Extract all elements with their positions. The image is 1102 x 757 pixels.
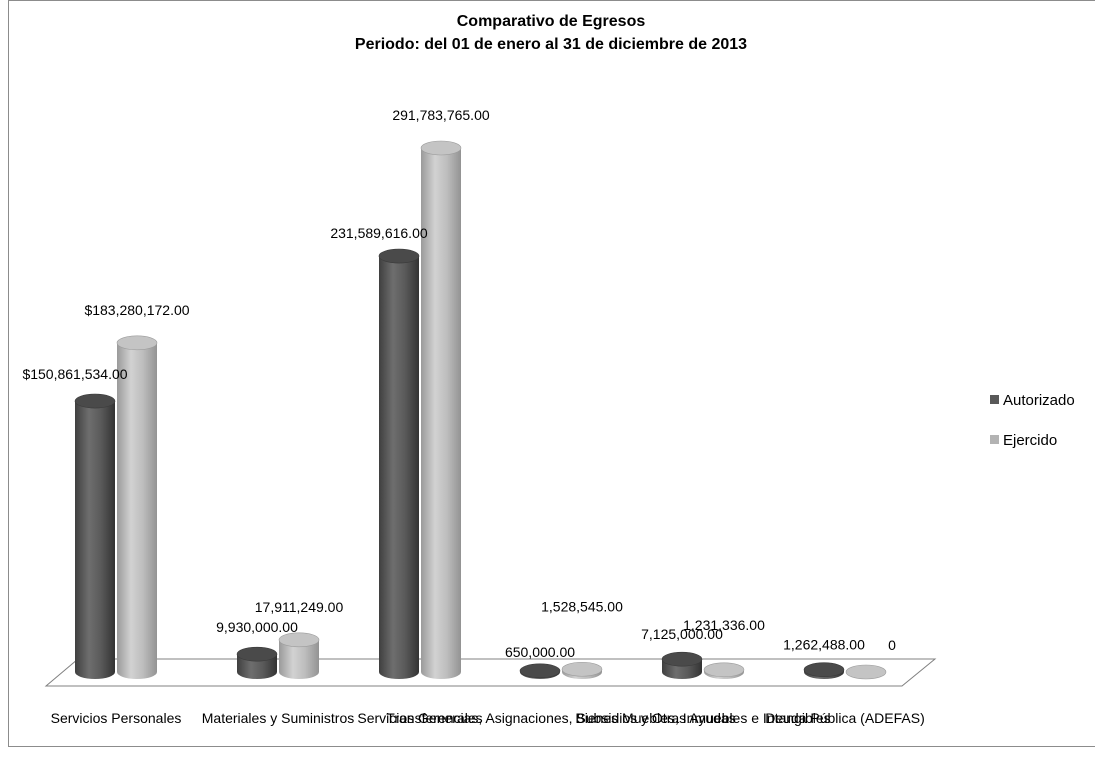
data-label: 17,911,249.00 [255, 599, 344, 615]
legend-label-ejercido: Ejercido [1003, 432, 1057, 449]
bar-top [803, 662, 845, 678]
bar-ejercido-4 [703, 662, 745, 679]
legend-swatch-autorizado [990, 395, 999, 404]
data-label: $150,861,534.00 [22, 366, 127, 382]
bars-group [74, 140, 887, 680]
bar-body [75, 401, 115, 679]
bar-body [279, 639, 319, 679]
bar-top [703, 662, 745, 678]
chart-frame [8, 0, 1095, 747]
chart-title: Comparativo de Egresos [457, 13, 646, 30]
legend-swatch-ejercido [990, 435, 999, 444]
bar-autorizado-5 [803, 662, 845, 679]
category-label: Servicios Personales [51, 710, 182, 726]
bar-body [421, 148, 461, 679]
bar-autorizado-4 [661, 651, 703, 679]
data-label: 650,000.00 [505, 644, 575, 660]
bar-top [278, 632, 320, 648]
bar-top [561, 661, 603, 677]
category-label: Servicios Generales [357, 710, 482, 726]
bar-top [661, 651, 703, 667]
bar-top [116, 335, 158, 351]
chart-floor [44, 658, 937, 687]
bar-top [519, 663, 561, 679]
bar-ejercido-1 [278, 632, 320, 679]
data-label: $183,280,172.00 [84, 302, 189, 318]
chart-subtitle: Periodo: del 01 de enero al 31 de diciem… [355, 36, 747, 53]
bar-autorizado-3 [519, 663, 561, 679]
category-label: Transferencias, Asignaciones, Subsidios … [386, 710, 735, 726]
bar-top [845, 664, 887, 680]
data-label: 1,528,545.00 [541, 598, 623, 614]
category-labels-group: Servicios Personales Materiales y Suminis… [51, 710, 925, 726]
bar-autorizado-0 [74, 393, 116, 679]
data-labels-group: $150,861,534.00 $183,280,172.00 9,930,000.… [22, 107, 896, 660]
bar-top [420, 140, 462, 156]
data-label: 0 [888, 637, 896, 653]
data-label: 291,783,765.00 [392, 107, 490, 123]
bar-ejercido-5 [845, 664, 887, 680]
bar-body [117, 342, 157, 679]
bar-top [236, 646, 278, 662]
legend-label-autorizado: Autorizado [1003, 392, 1075, 409]
data-label: 231,589,616.00 [330, 225, 428, 241]
bar-ejercido-3 [561, 661, 603, 679]
legend: Autorizado Ejercido [990, 392, 1075, 449]
category-label: Materiales y Suministros [202, 710, 355, 726]
data-label: 1,262,488.00 [783, 637, 865, 653]
category-label: Deuda Pública (ADEFAS) [765, 710, 925, 726]
data-label: 9,930,000.00 [216, 619, 298, 635]
bar-ejercido-2 [420, 140, 462, 679]
bar-autorizado-1 [236, 646, 278, 679]
bar-top [378, 248, 420, 264]
data-label: 1,231,336.00 [683, 617, 765, 633]
bar-autorizado-2 [378, 248, 420, 679]
category-label: Bienes Muebles, Inmuebles e Intangibles [575, 710, 830, 726]
bar-ejercido-0 [116, 335, 158, 679]
data-label: 7,125,000.00 [641, 626, 723, 642]
bar-body [379, 256, 419, 679]
bar-top [74, 393, 116, 409]
